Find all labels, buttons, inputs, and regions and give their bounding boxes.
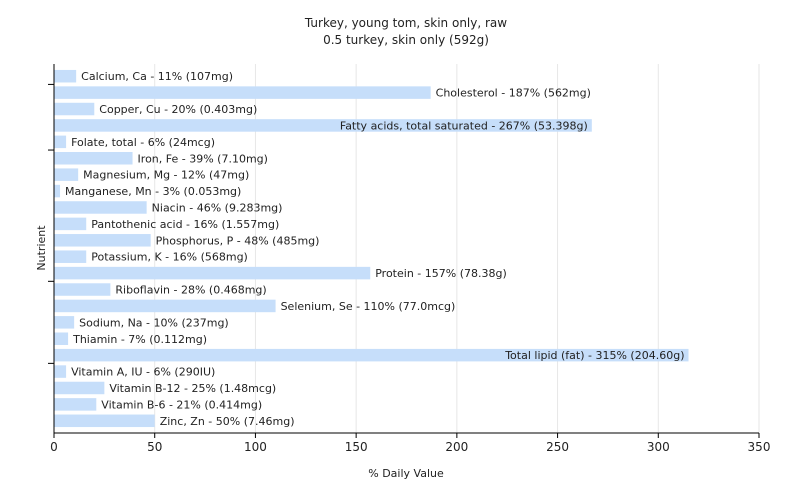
x-tick-label: 100 [244, 440, 267, 454]
bars: Calcium, Ca - 11% (107mg) Cholesterol - 1… [54, 69, 689, 428]
bar [54, 283, 111, 296]
bar-label: Calcium, Ca - 11% (107mg) [81, 70, 233, 83]
bar [54, 234, 151, 247]
bar-label: Potassium, K - 16% (568mg) [91, 251, 248, 264]
bar-label: Selenium, Se - 110% (77.0mcg) [281, 300, 456, 313]
bar [54, 217, 87, 231]
chart-title: Turkey, young tom, skin only, raw [304, 16, 507, 30]
bar [54, 152, 133, 165]
bar-label: Zinc, Zn - 50% (7.46mg) [160, 415, 295, 428]
x-tick-label: 150 [345, 440, 368, 454]
bar [54, 168, 79, 181]
bar [54, 250, 87, 263]
bar [54, 184, 61, 198]
bar-label: Vitamin B-12 - 25% (1.48mcg) [109, 382, 276, 395]
x-axis-title: % Daily Value [368, 467, 444, 480]
bar-label: Cholesterol - 187% (562mg) [436, 87, 591, 100]
bar [54, 348, 689, 362]
bar [54, 332, 69, 345]
bar-label: Riboflavin - 28% (0.468mg) [115, 284, 266, 297]
y-axis-title: Nutrient [35, 225, 48, 271]
bar-label: Total lipid (fat) - 315% (204.60g) [504, 349, 684, 362]
bar-label: Vitamin B-6 - 21% (0.414mg) [101, 398, 262, 411]
bar-label: Iron, Fe - 39% (7.10mg) [138, 152, 268, 165]
bar-label: Protein - 157% (78.38g) [375, 267, 507, 280]
x-tick-label: 350 [748, 440, 771, 454]
bar-label: Fatty acids, total saturated - 267% (53.… [340, 119, 588, 132]
bar-label: Magnesium, Mg - 12% (47mg) [83, 169, 249, 182]
chart-subtitle: 0.5 turkey, skin only (592g) [323, 33, 489, 47]
bar-label: Niacin - 46% (9.283mg) [152, 201, 283, 214]
bar [54, 299, 276, 313]
axes [48, 64, 759, 434]
bar-label: Folate, total - 6% (24mcg) [71, 136, 215, 149]
bar [54, 381, 105, 395]
bar [54, 86, 431, 99]
bar [54, 266, 371, 280]
bar [54, 102, 95, 116]
bar-label: Sodium, Na - 10% (237mg) [79, 316, 229, 329]
bar-label: Phosphorus, P - 48% (485mg) [156, 234, 320, 247]
x-tick-label: 250 [546, 440, 569, 454]
bar-label: Thiamin - 7% (0.112mg) [72, 333, 207, 346]
bar [54, 414, 155, 428]
x-tick-label: 200 [445, 440, 468, 454]
bar [54, 398, 97, 411]
x-tick-label: 50 [147, 440, 162, 454]
bar [54, 69, 77, 83]
bar [54, 316, 75, 329]
bar-label: Vitamin A, IU - 6% (290IU) [71, 366, 215, 379]
bar-label: Manganese, Mn - 3% (0.053mg) [65, 185, 241, 198]
bar [54, 135, 67, 149]
bar [54, 365, 67, 378]
x-tick-label: 300 [647, 440, 670, 454]
x-tick-label: 0 [50, 440, 58, 454]
bar [54, 119, 592, 132]
bar [54, 201, 147, 214]
bar-label: Copper, Cu - 20% (0.403mg) [99, 103, 257, 116]
x-ticks: 0 50 100 150 200 250 300 350 [50, 433, 770, 454]
bar-label: Pantothenic acid - 16% (1.557mg) [91, 218, 279, 231]
